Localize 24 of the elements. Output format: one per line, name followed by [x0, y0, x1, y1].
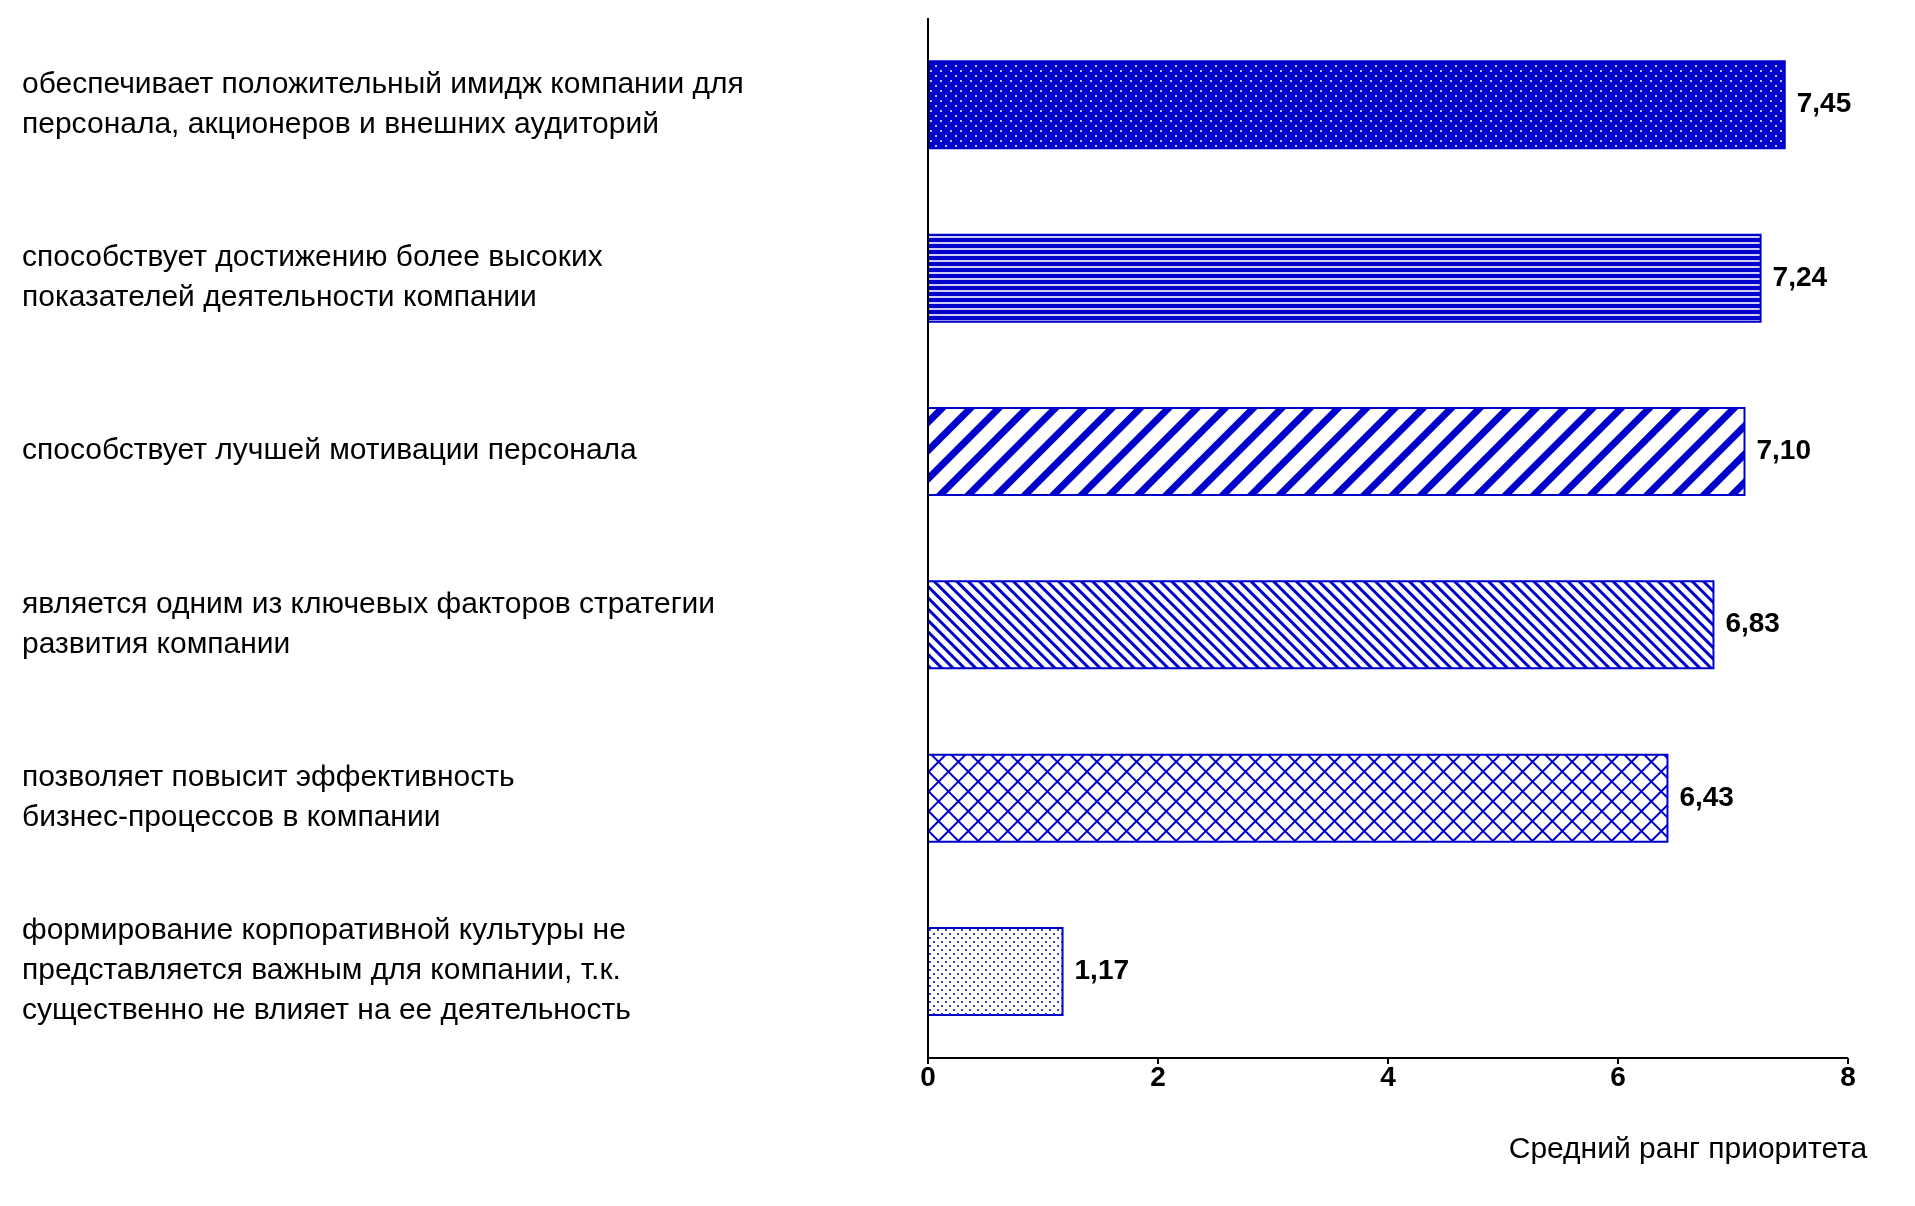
data-label: 7,45 [1796, 87, 1852, 119]
data-label: 7,24 [1772, 260, 1828, 292]
x-tick-label: 4 [1380, 1060, 1397, 1092]
x-tick-label: 2 [1150, 1060, 1166, 1092]
data-label: 1,17 [1074, 953, 1130, 985]
x-tick-label: 6 [1610, 1060, 1626, 1092]
bar [928, 60, 1786, 150]
y-tick-label: позволяет повысит эффективность бизнес-процессов в компании [22, 758, 515, 832]
bar [928, 233, 1762, 323]
bar [928, 927, 1064, 1016]
data-label: 7,10 [1756, 433, 1811, 465]
bar [928, 407, 1746, 496]
y-tick-label: способствует лучшей мотивации персонала [22, 432, 638, 466]
bar [928, 753, 1669, 843]
y-tick-label: формирование корпоративной культуры не представляется важным для компании, т.к. существенно не влияет на ее деятельность [22, 912, 631, 1026]
y-tick-label: является одним из ключевых факторов стратегии развития компании [22, 585, 716, 659]
x-tick-label: 8 [1840, 1060, 1856, 1092]
bar [928, 580, 1715, 670]
data-label: 6,83 [1725, 607, 1780, 639]
data-label: 6,43 [1679, 780, 1734, 812]
y-tick-label: обеспечивает положительный имидж компании для персонала, акционеров и внешних аудиторий [22, 65, 744, 139]
x-tick-label: 0 [920, 1060, 936, 1092]
x-axis-title: Средний ранг приоритета [1508, 1131, 1868, 1164]
y-tick-label: способствует достижению более высоких показателей деятельности компании [22, 238, 603, 312]
